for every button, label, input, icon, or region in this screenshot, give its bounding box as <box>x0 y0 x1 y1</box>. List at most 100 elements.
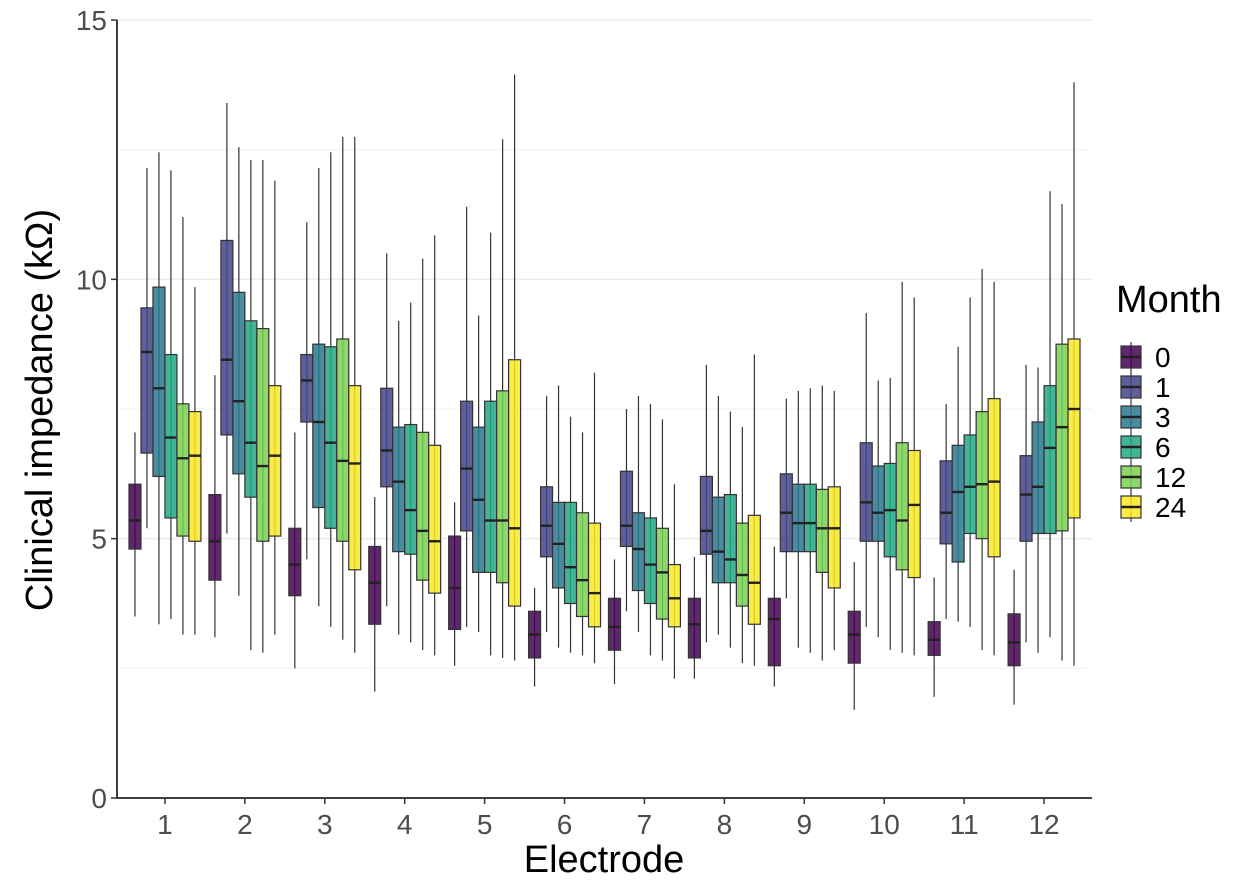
box-month-6 <box>803 388 817 653</box>
box-month-1 <box>1019 364 1033 643</box>
box-body <box>448 535 462 631</box>
box-month-1 <box>539 396 554 633</box>
x-tick-label: 3 <box>317 809 333 840</box>
box-month-6 <box>723 411 737 648</box>
box-body <box>348 385 362 571</box>
electrode-group <box>208 102 282 653</box>
axis-layer <box>116 20 1092 799</box>
box-body <box>847 610 861 664</box>
box-body <box>871 465 885 542</box>
box-body <box>1067 338 1081 519</box>
box-body <box>484 400 498 573</box>
electrode-group <box>1007 82 1081 705</box>
x-axis-title: Electrode <box>524 839 685 881</box>
box-body <box>711 496 725 584</box>
box-month-3 <box>951 346 965 622</box>
y-ticks: 0 5 10 15 <box>76 5 117 814</box>
box-month-0 <box>448 502 462 666</box>
box-body <box>507 359 522 607</box>
box-month-1 <box>619 409 634 612</box>
box-month-6 <box>244 160 258 651</box>
box-body <box>460 400 474 532</box>
electrode-group <box>128 152 202 635</box>
box-month-6 <box>1043 191 1057 638</box>
box-month-3 <box>871 380 885 638</box>
box-month-1 <box>140 167 154 529</box>
box-month-3 <box>392 320 406 635</box>
box-layer <box>128 74 1081 710</box>
x-tick-label: 9 <box>797 809 813 840</box>
x-tick-label: 10 <box>869 809 900 840</box>
box-body <box>140 307 154 454</box>
box-body <box>687 597 702 659</box>
legend-item-1: 1 <box>1120 372 1171 403</box>
x-tick-label: 5 <box>477 809 493 840</box>
box-month-24 <box>987 281 1001 656</box>
box-month-12 <box>975 268 989 651</box>
box-body <box>336 338 350 542</box>
box-body <box>312 343 326 509</box>
box-month-12 <box>655 419 670 661</box>
box-month-3 <box>472 315 486 633</box>
box-body <box>575 512 590 618</box>
box-body <box>1019 455 1033 542</box>
box-body <box>927 621 941 656</box>
box-body <box>368 545 382 625</box>
box-body <box>152 286 166 478</box>
box-month-24 <box>747 354 761 666</box>
box-month-0 <box>1007 569 1021 705</box>
electrode-group <box>527 372 602 687</box>
legend-item-12: 12 <box>1120 462 1186 493</box>
box-month-6 <box>643 403 658 656</box>
box-body <box>1055 343 1069 532</box>
y-axis-title: Clinical impedance (kΩ) <box>19 209 61 611</box>
box-body <box>767 597 781 667</box>
box-body <box>975 410 989 540</box>
box-month-3 <box>711 396 725 635</box>
box-body <box>1007 613 1021 667</box>
box-body <box>539 486 554 558</box>
box-month-1 <box>380 253 394 607</box>
box-body <box>220 239 234 436</box>
box-month-6 <box>563 416 578 653</box>
box-month-6 <box>324 152 338 627</box>
box-month-24 <box>1067 82 1081 666</box>
box-month-12 <box>1055 204 1069 661</box>
box-body <box>164 353 178 519</box>
box-body <box>747 514 761 625</box>
box-body <box>859 442 873 542</box>
legend-label: 6 <box>1155 432 1171 463</box>
box-body <box>607 597 622 651</box>
x-ticks: 1 2 3 4 5 6 7 8 9 10 11 12 <box>157 798 1060 840</box>
electrode-group <box>687 354 761 679</box>
box-month-3 <box>232 147 246 596</box>
box-month-6 <box>164 170 178 620</box>
electrode-group <box>607 396 682 684</box>
box-body <box>631 512 646 592</box>
x-tick-label: 2 <box>237 809 253 840</box>
box-body <box>268 385 282 537</box>
box-month-1 <box>300 222 314 560</box>
box-month-12 <box>815 385 829 661</box>
box-body <box>699 475 713 555</box>
x-tick-label: 12 <box>1028 809 1059 840</box>
box-body <box>791 483 805 553</box>
box-body <box>380 387 394 488</box>
legend-item-24: 24 <box>1120 492 1186 523</box>
box-month-0 <box>527 587 542 687</box>
box-body <box>827 486 841 589</box>
box-month-0 <box>607 559 622 684</box>
box-body <box>815 488 829 573</box>
box-body <box>416 431 430 581</box>
box-month-0 <box>208 375 222 638</box>
box-month-1 <box>779 398 793 599</box>
legend-item-6: 6 <box>1120 432 1171 463</box>
box-month-6 <box>404 302 418 643</box>
x-tick-label: 7 <box>637 809 653 840</box>
x-tick-label: 8 <box>717 809 733 840</box>
legend-label: 3 <box>1155 402 1171 433</box>
box-body <box>208 493 222 581</box>
box-month-6 <box>963 297 977 627</box>
